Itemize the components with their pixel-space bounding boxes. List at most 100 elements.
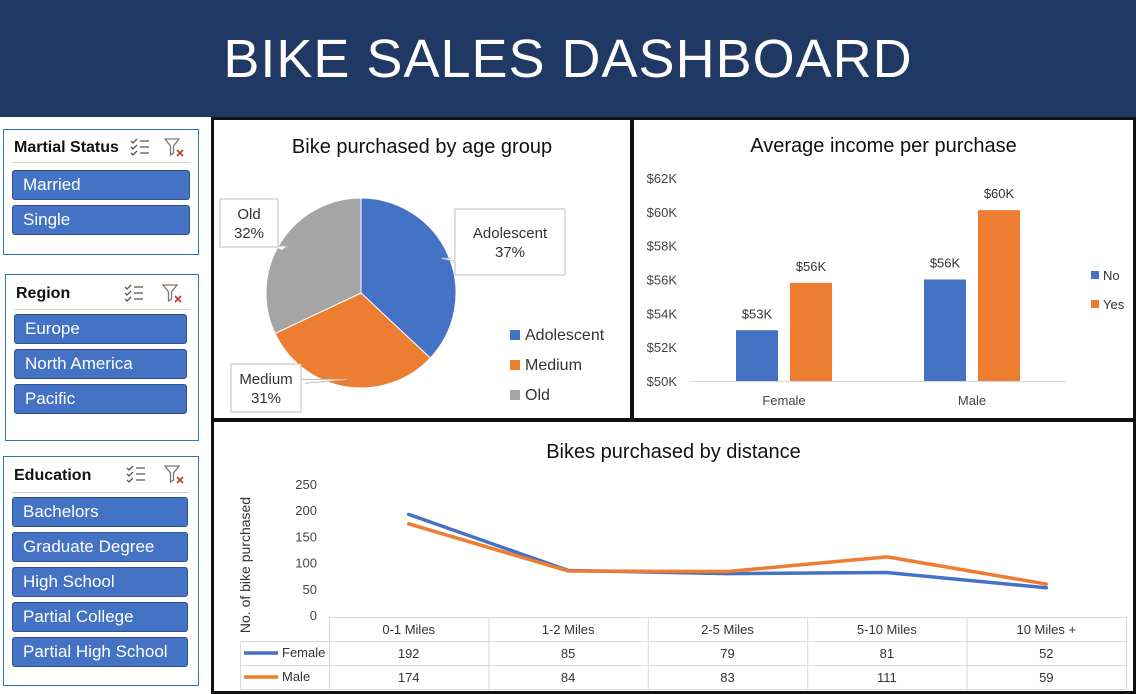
slicer-item-graduate-degree[interactable]: Graduate Degree: [12, 532, 188, 562]
y-tick-label: $60K: [647, 205, 678, 220]
y-tick-label: $58K: [647, 239, 678, 254]
slicer-education: Education Bachelors Graduate Degree High…: [3, 456, 199, 686]
x-tick-label: Male: [958, 393, 986, 408]
slicer-item-married[interactable]: Married: [12, 170, 190, 200]
x-tick-label: Female: [762, 393, 805, 408]
legend-swatch: [510, 390, 520, 400]
table-cell-male-0-1-miles: 174: [398, 670, 420, 685]
dashboard-title: BIKE SALES DASHBOARD: [223, 29, 913, 89]
table-header-0-1-miles: 0-1 Miles: [382, 622, 435, 637]
legend-label: Medium: [525, 357, 582, 374]
bar-female-yes: [790, 282, 832, 381]
label-box: [230, 363, 302, 413]
clear-filter-icon[interactable]: [164, 464, 184, 484]
y-tick-label: $56K: [647, 273, 678, 288]
table-cell-male-1-2-miles: 84: [561, 670, 575, 685]
multi-select-icon[interactable]: [130, 137, 150, 157]
table-cell-female-5-10-miles: 81: [880, 646, 894, 661]
slicer-header: Education: [12, 457, 190, 493]
slicer-region: Region Europe North America Pacific: [5, 274, 199, 441]
table-header-5-10-miles: 5-10 Miles: [857, 622, 917, 637]
table-cell-female-0-1-miles: 192: [398, 646, 420, 661]
table-series-label-female: Female: [282, 645, 325, 660]
multi-select-icon[interactable]: [126, 464, 146, 484]
pie-data-label-old: Old 32%: [219, 198, 289, 251]
slicer-item-europe[interactable]: Europe: [14, 314, 187, 344]
table-cell-male-10-miles: 59: [1039, 670, 1053, 685]
slicer-header: Region: [14, 275, 190, 310]
y-axis-title: No. of bike purchased: [237, 497, 253, 633]
bar-data-label: $60K: [984, 186, 1015, 201]
y-tick-label: 50: [303, 582, 317, 597]
table-cell-female-10-miles: 52: [1039, 646, 1053, 661]
label-category: Medium: [239, 371, 292, 388]
legend-item-medium: Medium: [510, 357, 582, 374]
y-tick-label: $54K: [647, 306, 678, 321]
y-tick-label: $50K: [647, 374, 678, 389]
legend-label: No: [1103, 268, 1120, 283]
data-table: 0-1 Miles 1-2 Miles 2-5 Miles 5-10 Miles 10 …: [240, 617, 1127, 690]
slicer-title: Martial Status: [14, 139, 119, 156]
slicer-item-partial-college[interactable]: Partial College: [12, 602, 188, 632]
table-cell-male-2-5-miles: 83: [720, 670, 734, 685]
legend-label: Adolescent: [525, 327, 605, 344]
clear-filter-icon[interactable]: [162, 283, 182, 303]
legend-swatch: [510, 360, 520, 370]
legend-item-old: Old: [510, 387, 550, 404]
y-tick-label: 250: [295, 477, 317, 492]
slicer-item-north-america[interactable]: North America: [14, 349, 187, 379]
age-group-chart-panel: Bike purchased by age group Adolescent 37…: [211, 117, 633, 421]
label-pointer: [297, 378, 348, 384]
distance-line-chart: No. of bike purchased 0 50 100 150 200 250 0-1 …: [237, 477, 1127, 690]
label-box: [219, 198, 279, 248]
label-value: 32%: [234, 225, 264, 242]
y-tick-label: 150: [295, 529, 317, 544]
income-bar-chart: $50K $52K $54K $56K $58K $60K $62K Female $53K $5…: [647, 171, 1125, 408]
table-series-label-male: Male: [282, 669, 310, 684]
y-tick-label: 100: [295, 556, 317, 571]
legend-item-no: No: [1091, 268, 1120, 283]
multi-select-icon[interactable]: [124, 283, 144, 303]
dashboard-banner: BIKE SALES DASHBOARD: [0, 0, 1136, 117]
y-tick-label: 0: [310, 608, 317, 623]
line-series-male: [406, 522, 1049, 586]
slicer-item-partial-high-school[interactable]: Partial High School: [12, 637, 188, 667]
label-value: 37%: [495, 244, 525, 261]
distance-chart-panel: Bikes purchased by distance No. of bike …: [211, 419, 1136, 694]
table-cell-female-1-2-miles: 85: [561, 646, 575, 661]
pie-data-label-medium: Medium 31%: [230, 363, 348, 413]
slicer-item-pacific[interactable]: Pacific: [14, 384, 187, 414]
y-tick-label: $62K: [647, 171, 678, 186]
legend-item-yes: Yes: [1091, 297, 1125, 312]
bar-data-label: $53K: [742, 306, 773, 321]
label-value: 31%: [251, 390, 281, 407]
table-cell-male-5-10-miles: 111: [877, 670, 897, 685]
legend-swatch: [1091, 271, 1099, 279]
line-series-female: [406, 512, 1049, 590]
legend-label: Yes: [1103, 297, 1125, 312]
table-cell-female-2-5-miles: 79: [720, 646, 734, 661]
bar-data-label: $56K: [796, 259, 827, 274]
clear-filter-icon[interactable]: [164, 137, 184, 157]
table-header-2-5-miles: 2-5 Miles: [701, 622, 754, 637]
slicer-marital-status: Martial Status Married Single: [3, 129, 199, 255]
label-category: Adolescent: [473, 225, 548, 242]
y-tick-label: 200: [295, 503, 317, 518]
pie-slice-adolescent: [360, 197, 457, 359]
legend-item-adolescent: Adolescent: [510, 327, 605, 344]
pie-slice-old: [265, 197, 362, 335]
income-chart-panel: Average income per purchase $50K $52K $54K…: [631, 117, 1136, 421]
slicer-item-bachelors[interactable]: Bachelors: [12, 497, 188, 527]
table-header-10-miles: 10 Miles +: [1016, 622, 1076, 637]
label-box: [454, 208, 566, 276]
age-group-pie-chart: Adolescent 37% Medium 31% Old 32% Adolescent Me…: [219, 197, 605, 413]
legend-label: Old: [525, 387, 550, 404]
legend-swatch: [1091, 300, 1099, 308]
bar-female-no: [736, 330, 778, 381]
slicer-item-single[interactable]: Single: [12, 205, 190, 235]
pie-slice-medium: [274, 292, 431, 389]
chart-title: Average income per purchase: [750, 135, 1017, 157]
label-category: Old: [237, 206, 260, 223]
slicer-item-high-school[interactable]: High School: [12, 567, 188, 597]
table-header-1-2-miles: 1-2 Miles: [542, 622, 595, 637]
